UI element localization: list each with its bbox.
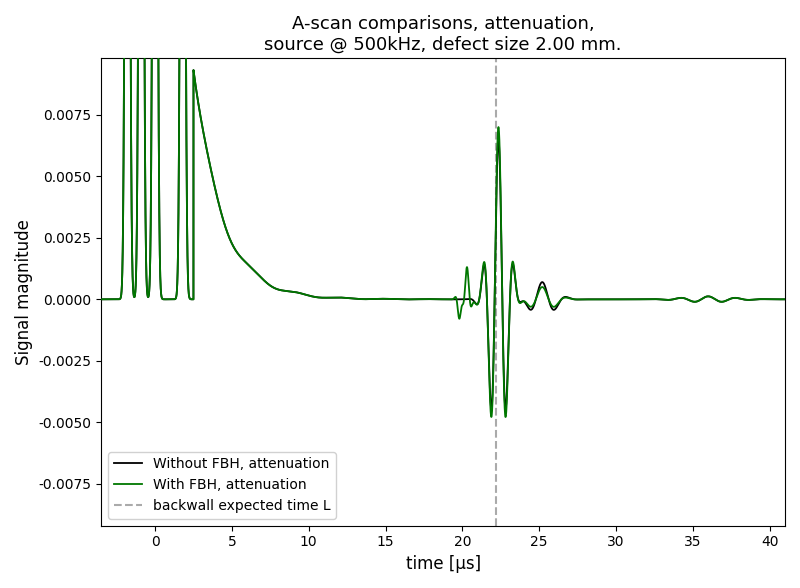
Without FBH, attenuation [533, 289, 542, 296]
With FBH, attenuation [771, 296, 781, 303]
With FBH, attenuation [501, 413, 510, 420]
With FBH, attenuation [404, 296, 414, 303]
Title: A-scan comparisons, attenuation,
source @ 500kHz, defect size 2.00 mm.: A-scan comparisons, attenuation, source … [264, 15, 622, 54]
Legend: Without FBH, attenuation, With FBH, attenuation, backwall expected time L: Without FBH, attenuation, With FBH, atte… [108, 452, 336, 519]
Without FBH, attenuation [780, 296, 790, 303]
Without FBH, attenuation [778, 296, 788, 303]
X-axis label: time [μs]: time [μs] [406, 555, 481, 573]
With FBH, attenuation [710, 295, 719, 302]
Without FBH, attenuation [97, 296, 106, 303]
Without FBH, attenuation [690, 298, 700, 305]
Without FBH, attenuation [710, 295, 719, 302]
With FBH, attenuation [533, 290, 542, 298]
With FBH, attenuation [780, 296, 790, 303]
Line: With FBH, attenuation: With FBH, attenuation [102, 0, 785, 417]
Without FBH, attenuation [501, 405, 510, 412]
Y-axis label: Signal magnitude: Signal magnitude [15, 219, 33, 365]
Without FBH, attenuation [771, 296, 781, 303]
Line: Without FBH, attenuation: Without FBH, attenuation [102, 0, 785, 409]
With FBH, attenuation [690, 298, 700, 305]
With FBH, attenuation [97, 296, 106, 303]
With FBH, attenuation [778, 296, 788, 303]
Without FBH, attenuation [404, 296, 414, 303]
